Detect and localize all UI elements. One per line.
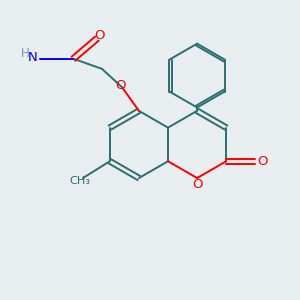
Text: CH₃: CH₃ — [69, 176, 90, 186]
Text: H: H — [21, 47, 30, 60]
Text: O: O — [192, 178, 202, 190]
Text: O: O — [95, 29, 105, 42]
Text: O: O — [257, 155, 268, 168]
Text: O: O — [116, 79, 126, 92]
Text: N: N — [27, 51, 37, 64]
